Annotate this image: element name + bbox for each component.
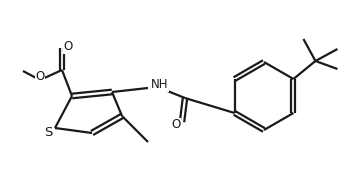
Text: O: O [171,118,181,131]
Text: O: O [35,70,45,83]
Text: O: O [63,40,73,54]
Text: NH: NH [151,79,168,92]
Text: S: S [44,126,52,139]
